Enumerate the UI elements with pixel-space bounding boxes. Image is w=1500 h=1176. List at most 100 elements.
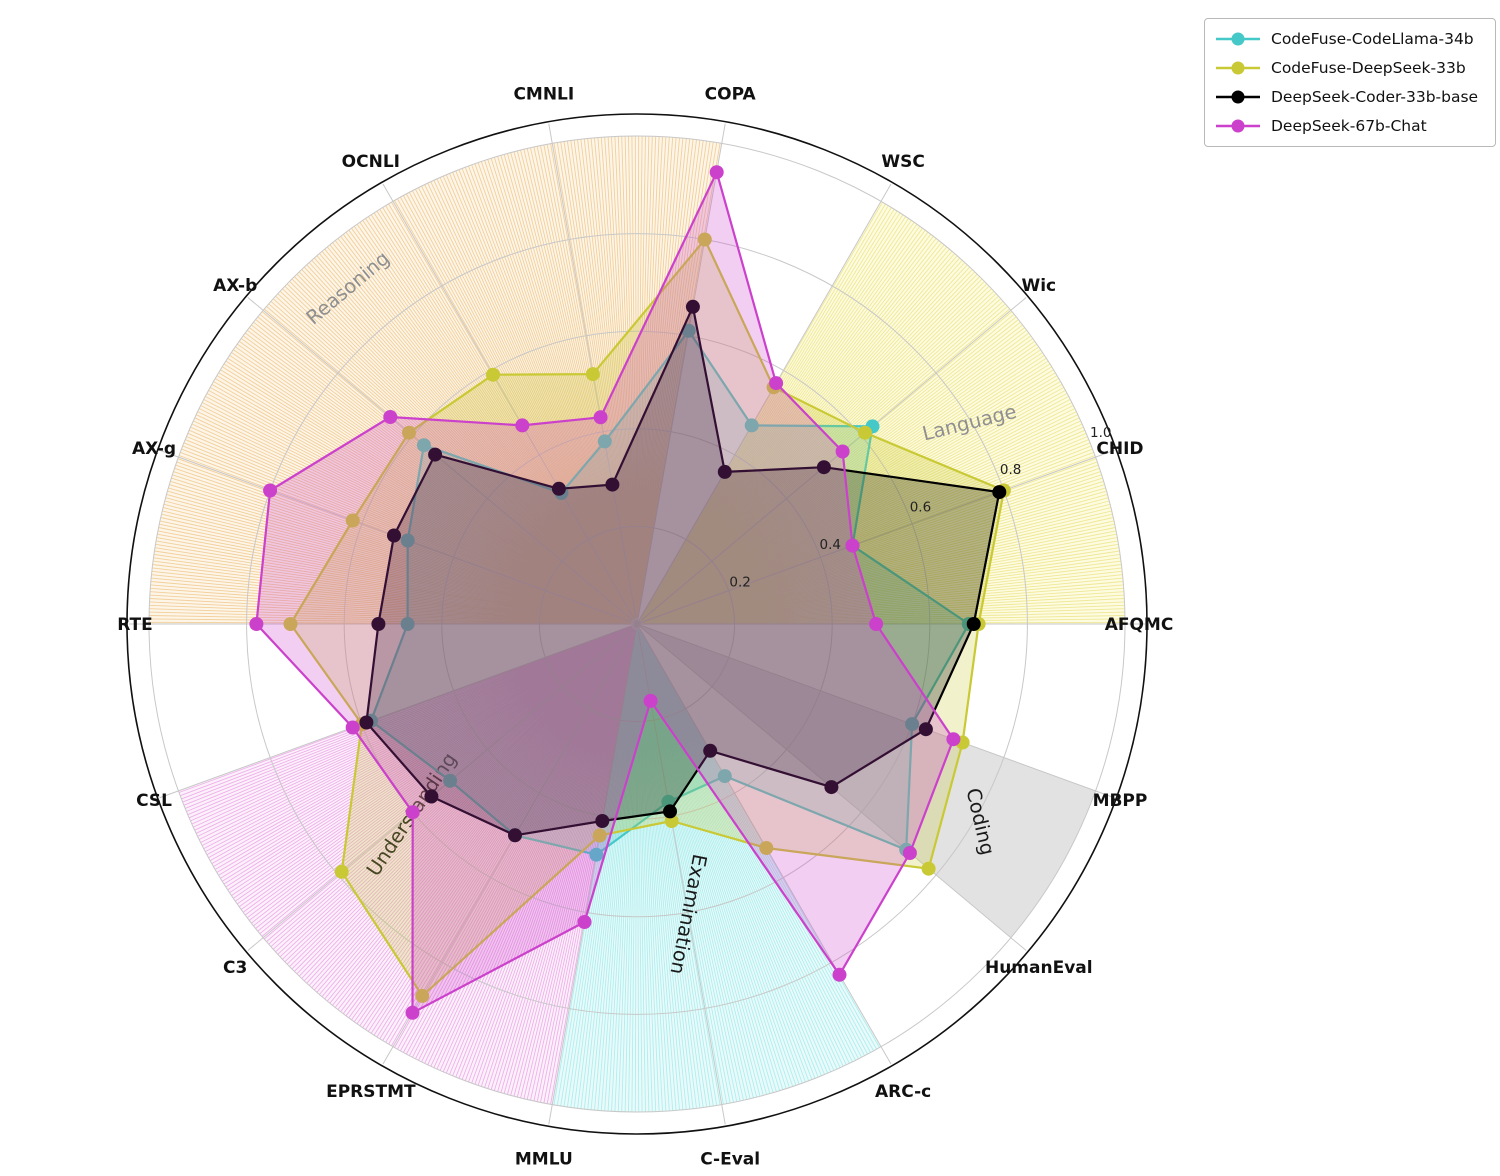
axis-spoke-mbpp bbox=[636, 623, 1115, 799]
axis-spoke-ocnli bbox=[382, 183, 638, 625]
data-point-codefuse-deepseek-33b-rte bbox=[283, 617, 298, 631]
data-point-deepseek-67b-chat-arc-c bbox=[832, 967, 847, 982]
axis-spoke-csl bbox=[159, 623, 638, 799]
data-point-codefuse-codellama-34b-rte bbox=[400, 617, 415, 631]
category-label-rte: RTE bbox=[117, 615, 153, 635]
r-tick-label-0.8: 0.8 bbox=[1000, 462, 1021, 478]
legend-item-deepseek-67b-chat: DeepSeek-67b-Chat bbox=[1214, 113, 1486, 139]
data-point-codefuse-codellama-34b-ax-b bbox=[416, 438, 431, 453]
category-label-csl: CSL bbox=[136, 791, 172, 811]
axis-spoke-copa bbox=[636, 123, 726, 625]
category-label-c-eval: C-Eval bbox=[700, 1149, 760, 1169]
data-point-codefuse-deepseek-33b-ax-b bbox=[402, 425, 416, 440]
data-point-deepseek-coder-33b-base-c3 bbox=[424, 789, 439, 804]
data-point-deepseek-67b-chat-copa bbox=[709, 165, 724, 180]
data-point-deepseek-coder-33b-base-humaneval bbox=[824, 780, 839, 795]
data-point-deepseek-coder-33b-base-ax-b bbox=[428, 447, 443, 462]
data-point-codefuse-codellama-34b-ax-g bbox=[400, 533, 415, 548]
data-point-deepseek-coder-33b-base-eprstmt bbox=[508, 828, 522, 843]
category-label-wic: Wic bbox=[1021, 276, 1056, 296]
legend-marker-line-dot bbox=[1216, 90, 1260, 104]
data-point-codefuse-deepseek-33b-cmnli bbox=[585, 367, 600, 382]
category-label-afqmc: AFQMC bbox=[1105, 615, 1174, 635]
axis-spoke-wsc bbox=[636, 183, 892, 625]
data-point-deepseek-coder-33b-base-arc-c bbox=[703, 743, 718, 758]
data-point-deepseek-67b-chat-c3 bbox=[405, 805, 420, 820]
category-label-cmnli: CMNLI bbox=[513, 85, 574, 105]
axis-spoke-mmlu bbox=[548, 623, 638, 1125]
data-point-deepseek-67b-chat-mbpp bbox=[946, 732, 961, 747]
category-label-copa: COPA bbox=[705, 85, 757, 105]
axis-spoke-c3 bbox=[247, 623, 638, 951]
legend-marker-line-dot bbox=[1216, 32, 1260, 46]
data-point-codefuse-deepseek-33b-c3 bbox=[334, 864, 349, 879]
legend-item-codefuse-codellama-34b: CodeFuse-CodeLlama-34b bbox=[1214, 26, 1486, 52]
data-point-deepseek-coder-33b-base-chid bbox=[992, 485, 1007, 500]
category-label-arc-c: ARC-c bbox=[875, 1082, 931, 1102]
data-point-codefuse-deepseek-33b-arc-c bbox=[759, 841, 774, 855]
r-tick-label-0.2: 0.2 bbox=[729, 574, 750, 590]
category-label-mmlu: MMLU bbox=[515, 1149, 573, 1169]
legend: CodeFuse-CodeLlama-34b CodeFuse-DeepSeek… bbox=[1204, 18, 1496, 147]
category-label-humaneval: HumanEval bbox=[985, 958, 1093, 978]
legend-item-deepseek-coder-33b-base: DeepSeek-Coder-33b-base bbox=[1214, 84, 1486, 110]
data-point-codefuse-deepseek-33b-ocnli bbox=[486, 367, 500, 382]
category-label-ax-b: AX-b bbox=[213, 276, 257, 296]
data-point-codefuse-deepseek-33b-humaneval bbox=[921, 861, 936, 876]
legend-label: DeepSeek-Coder-33b-base bbox=[1271, 88, 1479, 106]
data-point-codefuse-deepseek-33b-ax-g bbox=[345, 513, 360, 528]
legend-label: DeepSeek-67b-Chat bbox=[1271, 117, 1427, 135]
data-point-deepseek-67b-chat-csl bbox=[345, 720, 360, 735]
data-point-codefuse-codellama-34b-wsc bbox=[744, 418, 759, 433]
data-point-deepseek-67b-chat-chid bbox=[845, 538, 860, 553]
axis-spoke-wic bbox=[636, 297, 1027, 625]
data-point-deepseek-coder-33b-base-wsc bbox=[717, 464, 732, 479]
data-point-deepseek-67b-chat-afqmc bbox=[869, 617, 884, 631]
r-tick-label-0.6: 0.6 bbox=[910, 500, 931, 516]
data-point-deepseek-coder-33b-base-ocnli bbox=[551, 481, 566, 496]
data-point-codefuse-codellama-34b-arc-c bbox=[717, 769, 732, 784]
data-point-deepseek-coder-33b-base-rte bbox=[371, 617, 386, 631]
data-point-codefuse-deepseek-33b-eprstmt bbox=[415, 988, 430, 1003]
data-point-deepseek-coder-33b-base-afqmc bbox=[966, 617, 981, 631]
legend-label: CodeFuse-CodeLlama-34b bbox=[1271, 30, 1474, 48]
category-label-wsc: WSC bbox=[881, 152, 924, 172]
data-point-codefuse-codellama-34b-cmnli bbox=[597, 434, 612, 449]
data-point-deepseek-coder-33b-base-mmlu bbox=[595, 814, 610, 828]
data-point-codefuse-deepseek-33b-wic bbox=[858, 425, 872, 440]
axis-spoke-chid bbox=[636, 449, 1115, 625]
category-label-ocnli: OCNLI bbox=[342, 152, 400, 172]
data-point-deepseek-coder-33b-base-copa bbox=[685, 299, 700, 314]
data-point-deepseek-coder-33b-base-mbpp bbox=[918, 722, 933, 737]
data-point-codefuse-codellama-34b-c3 bbox=[443, 773, 458, 788]
data-point-deepseek-67b-chat-eprstmt bbox=[405, 1005, 420, 1020]
data-point-codefuse-deepseek-33b-copa bbox=[697, 232, 712, 247]
category-label-c3: C3 bbox=[223, 958, 247, 978]
axis-spoke-ax-b bbox=[247, 297, 638, 625]
legend-marker-line-dot bbox=[1216, 61, 1260, 75]
data-point-deepseek-67b-chat-mmlu bbox=[577, 915, 592, 929]
data-point-codefuse-codellama-34b-copa bbox=[681, 323, 696, 338]
legend-item-codefuse-deepseek-33b: CodeFuse-DeepSeek-33b bbox=[1214, 55, 1486, 81]
data-point-deepseek-67b-chat-rte bbox=[249, 617, 264, 631]
data-point-deepseek-67b-chat-cmnli bbox=[593, 410, 608, 425]
sector-hatch-examination bbox=[553, 628, 880, 1113]
outer-circle bbox=[126, 113, 1148, 1135]
legend-marker-line-dot bbox=[1216, 119, 1260, 133]
data-point-deepseek-67b-chat-ax-g bbox=[263, 483, 278, 498]
r-tick-label-0.4: 0.4 bbox=[820, 537, 841, 553]
data-point-deepseek-coder-33b-base-cmnli bbox=[605, 477, 620, 492]
sector-understanding bbox=[178, 624, 638, 1105]
data-point-deepseek-67b-chat-wic bbox=[835, 444, 850, 459]
category-label-ax-g: AX-g bbox=[132, 439, 176, 459]
data-point-deepseek-67b-chat-wsc bbox=[769, 376, 784, 391]
category-label-chid: CHID bbox=[1096, 439, 1143, 459]
data-point-codefuse-codellama-34b-mbpp bbox=[905, 717, 920, 732]
data-point-deepseek-67b-chat-c-eval bbox=[643, 693, 658, 708]
data-point-deepseek-67b-chat-humaneval bbox=[902, 846, 917, 860]
data-point-deepseek-coder-33b-base-ax-g bbox=[387, 528, 401, 543]
data-point-deepseek-67b-chat-ocnli bbox=[515, 418, 530, 433]
r-tick-label-1.0: 1.0 bbox=[1090, 425, 1111, 441]
data-point-codefuse-deepseek-33b-mmlu bbox=[592, 828, 607, 843]
